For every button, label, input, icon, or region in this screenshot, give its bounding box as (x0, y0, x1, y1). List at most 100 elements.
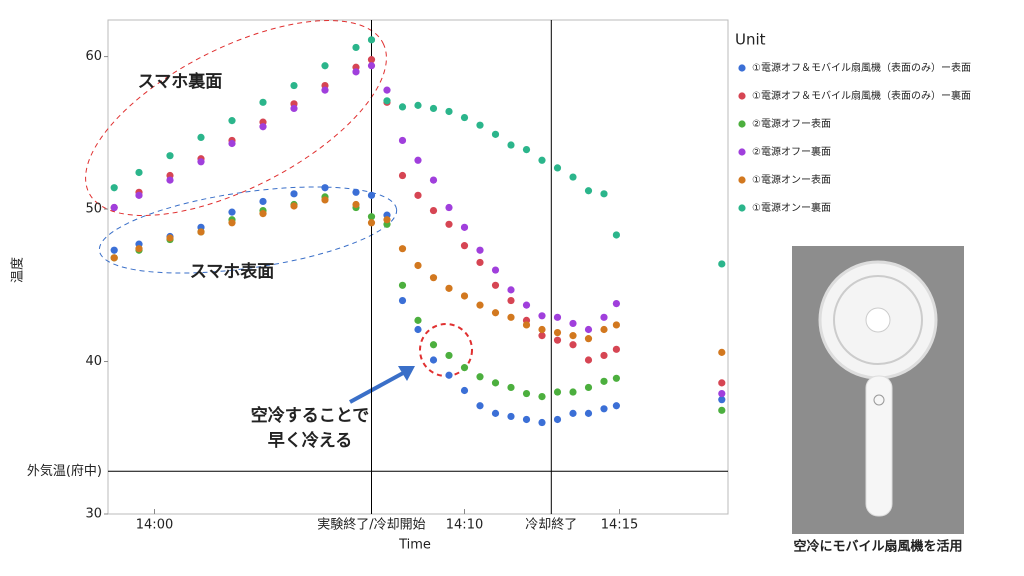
data-point (569, 341, 577, 349)
data-point (553, 336, 562, 344)
data-point (460, 292, 469, 300)
data-point (584, 383, 593, 392)
data-point (429, 206, 438, 215)
data-point (507, 383, 515, 392)
data-point (538, 156, 546, 164)
data-point (600, 377, 608, 385)
data-point (398, 136, 407, 145)
data-point (718, 406, 726, 414)
data-point (166, 152, 174, 160)
data-point (522, 321, 531, 329)
data-point (290, 190, 298, 198)
data-point (259, 98, 267, 106)
data-point (476, 373, 484, 381)
data-point (414, 261, 422, 270)
data-point (321, 196, 329, 204)
data-point (367, 191, 376, 199)
data-point (259, 210, 267, 218)
data-point (491, 409, 500, 417)
data-point (553, 164, 562, 172)
photo-caption: 空冷にモバイル扇風機を活用 (793, 539, 962, 555)
annotation: 早く冷える (268, 430, 353, 451)
data-point (584, 335, 593, 343)
data-point (367, 62, 376, 70)
data-point (445, 371, 453, 379)
data-point (110, 203, 118, 212)
data-point (398, 245, 407, 253)
fan-handle (865, 375, 893, 517)
data-point (612, 299, 621, 308)
data-point (553, 313, 562, 321)
data-point (569, 409, 577, 417)
data-point (538, 392, 546, 401)
x-tick-label: 14:00 (136, 518, 173, 533)
data-point (491, 130, 500, 138)
data-point (538, 332, 546, 340)
data-point (367, 213, 376, 221)
legend-label: ①電源オンー裏面 (752, 201, 831, 214)
data-point (110, 246, 118, 254)
data-point (507, 296, 515, 305)
data-point (538, 312, 546, 320)
data-point (429, 104, 438, 113)
data-point (538, 418, 546, 427)
data-point (507, 286, 515, 294)
data-point (507, 313, 515, 321)
x-tick-label: 14:15 (601, 518, 638, 533)
data-point (290, 81, 298, 90)
data-point (584, 325, 593, 334)
data-point (321, 184, 329, 192)
highlight-ellipse (85, 20, 387, 216)
data-point (612, 374, 621, 382)
legend-label: ①電源オフ＆モバイル扇風機（表面のみ）ー裏面 (752, 89, 971, 102)
data-point (491, 281, 500, 289)
x-tick-label: 14:10 (446, 518, 483, 533)
data-point (718, 348, 726, 356)
data-point (429, 274, 438, 282)
data-point (383, 97, 391, 105)
data-point (414, 191, 422, 199)
data-point (538, 325, 546, 334)
y-tick-label: 50 (85, 202, 102, 217)
data-point (445, 107, 453, 116)
fan-hub (865, 307, 891, 333)
data-point (584, 187, 593, 195)
legend-label: ②電源オフー表面 (752, 117, 831, 130)
data-point (197, 133, 205, 142)
legend-title: Unit (735, 31, 766, 49)
data-point (228, 219, 236, 227)
annotation: スマホ裏面 (138, 71, 223, 92)
data-point (612, 321, 621, 329)
data-point (600, 313, 608, 321)
legend-marker (738, 176, 746, 184)
data-point (491, 379, 500, 387)
data-point (460, 223, 469, 231)
data-point (259, 123, 267, 131)
data-point (460, 364, 469, 372)
data-point (352, 43, 360, 52)
y-tick-label: 30 (85, 507, 102, 522)
data-point (367, 56, 376, 64)
data-point (398, 296, 407, 305)
data-point (352, 68, 360, 76)
data-point (476, 121, 484, 129)
data-point (600, 351, 608, 360)
legend-marker (738, 120, 746, 128)
legend-marker (738, 148, 746, 156)
data-point (491, 266, 500, 274)
data-point (522, 415, 531, 424)
data-point (476, 246, 484, 254)
y-tick-label: 60 (85, 49, 102, 64)
legend-label: ②電源オフー裏面 (752, 145, 831, 158)
data-point (584, 409, 593, 417)
plot-frame (107, 19, 729, 515)
data-point (718, 389, 726, 398)
data-point (600, 190, 608, 198)
data-point (398, 281, 407, 289)
data-point (429, 341, 438, 349)
data-point (259, 197, 267, 206)
data-point (507, 412, 515, 421)
photo (792, 246, 964, 534)
x-tick-label: 冷却終了 (525, 517, 577, 533)
